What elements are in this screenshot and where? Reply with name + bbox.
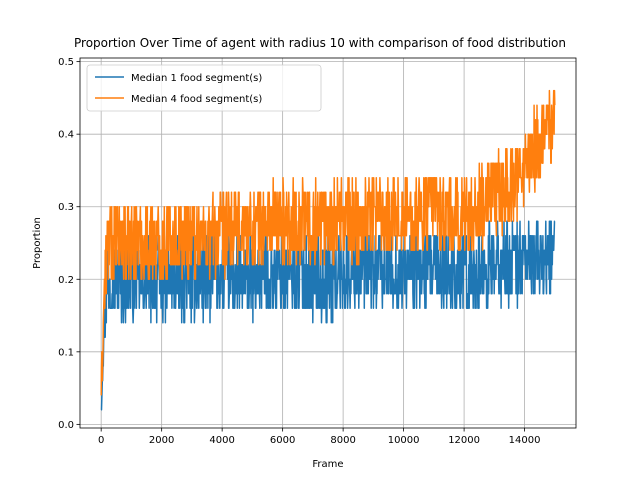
x-tick-label: 6000	[270, 435, 295, 446]
x-tick-label: 14000	[509, 435, 541, 446]
y-axis-ticks: 0.0 0.1 0.2 0.3 0.4 0.5	[58, 57, 80, 431]
x-tick-label: 0	[98, 435, 104, 446]
y-tick-label: 0.0	[58, 420, 74, 431]
legend-label-series-2: Median 4 food segment(s)	[131, 94, 262, 105]
x-tick-label: 2000	[149, 435, 174, 446]
chart-title: Proportion Over Time of agent with radiu…	[74, 36, 566, 50]
x-tick-label: 8000	[330, 435, 355, 446]
y-tick-label: 0.1	[58, 347, 74, 358]
y-tick-label: 0.3	[58, 202, 74, 213]
series-layer	[100, 89, 556, 411]
series-line-2	[100, 89, 556, 396]
legend-label-series-1: Median 1 food segment(s)	[131, 73, 262, 84]
x-axis-ticks: 0 2000 4000 6000 8000 10000 12000 14000	[98, 428, 541, 446]
x-axis-label: Frame	[312, 459, 343, 470]
legend: Median 1 food segment(s) Median 4 food s…	[86, 64, 322, 112]
x-tick-label: 12000	[448, 435, 480, 446]
y-axis-label: Proportion	[32, 217, 43, 269]
axes-frame	[79, 57, 577, 429]
y-tick-label: 0.5	[58, 57, 74, 68]
y-tick-label: 0.4	[58, 130, 74, 141]
x-tick-label: 10000	[388, 435, 420, 446]
plot-area	[79, 57, 577, 429]
x-tick-label: 4000	[209, 435, 234, 446]
y-tick-label: 0.2	[58, 275, 74, 286]
legend-box	[86, 64, 322, 112]
